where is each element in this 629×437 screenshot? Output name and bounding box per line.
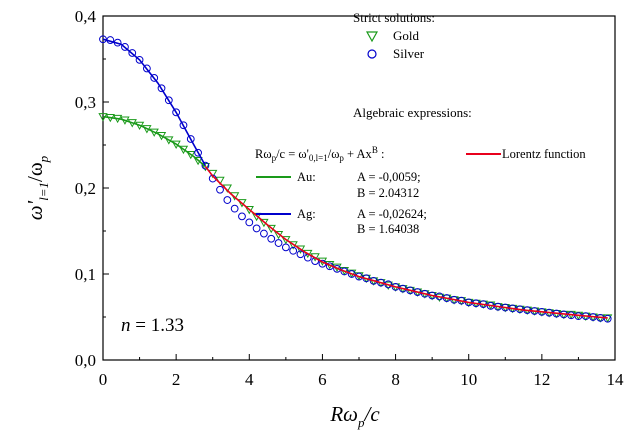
data-point-gold: [200, 163, 211, 172]
y-label-main: ω': [23, 200, 47, 220]
data-point-silver: [194, 148, 202, 157]
data-point-gold: [303, 249, 313, 259]
x-axis-label: Rωp/c: [329, 402, 380, 430]
y-tick-label: 0,2: [75, 179, 96, 198]
data-point-silver: [355, 272, 363, 281]
y-label-sub2: p: [36, 155, 51, 163]
annotation-n-value: = 1.33: [131, 315, 184, 336]
series-line-ag: [102, 38, 207, 166]
data-point-silver: [186, 135, 195, 143]
y-axis-ticks: 0,0 0,1 0,2 0,3 0,4: [75, 7, 109, 370]
data-point-silver: [164, 96, 173, 105]
x-tick-label: 8: [391, 370, 400, 389]
ag-legend-label: Ag:: [297, 207, 316, 221]
data-point-silver: [128, 49, 137, 57]
au-legend-label: Au:: [297, 170, 316, 184]
data-point-silver: [142, 64, 151, 73]
formula-sup: B: [372, 145, 378, 155]
x-axis-ticks: 0 2 4 6 8 10 12 14: [99, 354, 624, 389]
refractive-index-annotation: n = 1.33: [121, 315, 184, 336]
data-point-silver: [274, 239, 283, 247]
data-point-silver: [135, 55, 144, 64]
x-label-main: Rω: [329, 402, 358, 426]
y-axis-label: ω'l=1/ωp: [23, 155, 51, 220]
x-tick-label: 4: [245, 370, 254, 389]
data-point-silver: [252, 224, 261, 233]
data-point-silver: [230, 204, 239, 213]
data-point-silver: [603, 314, 612, 323]
formula-sub3: p: [339, 153, 344, 163]
data-point-silver: [267, 234, 276, 243]
x-tick-label: 0: [99, 370, 108, 389]
legend-gold-label: Gold: [393, 28, 420, 43]
x-tick-label: 2: [172, 370, 181, 389]
data-point-silver: [121, 43, 129, 51]
ag-param-b: B = 1.64038: [357, 222, 419, 236]
legend-silver-label: Silver: [393, 46, 425, 61]
expression-formula: Rωp/c = ω'0,l=1/ωp + AxB :: [255, 145, 384, 163]
data-point-silver: [150, 74, 159, 82]
expressions-block: Algebraic expressions: Rωp/c = ω'0,l=1/ω…: [255, 105, 586, 236]
y-label-sub1: l=1: [36, 182, 51, 201]
data-point-gold: [156, 132, 167, 141]
legend-silver-marker: [367, 49, 377, 59]
data-point-gold: [295, 245, 306, 254]
x-tick-label: 6: [318, 370, 327, 389]
x-tick-label: 10: [460, 370, 477, 389]
formula-tail: + Ax: [344, 147, 373, 161]
formula-sub2: 0,l=1: [309, 153, 328, 163]
data-point-silver: [347, 270, 356, 278]
y-tick-label: 0,3: [75, 93, 96, 112]
x-tick-label: 14: [607, 370, 625, 389]
formula-main: Rω: [255, 147, 272, 161]
formula-mid2: /ω: [328, 147, 340, 161]
data-point-silver: [289, 246, 298, 255]
data-point-silver: [245, 218, 254, 227]
data-point-silver: [172, 108, 181, 117]
data-point-silver: [340, 267, 349, 276]
data-point-silver: [179, 121, 188, 130]
data-point-silver: [216, 185, 224, 194]
data-point-silver: [201, 161, 210, 170]
data-point-gold: [244, 206, 254, 215]
data-point-silver: [99, 35, 107, 44]
data-point-gold: [237, 199, 247, 208]
y-tick-label: 0,4: [75, 7, 97, 26]
formula-mid: /c = ω': [276, 147, 309, 161]
x-label-tail: /c: [364, 402, 381, 426]
legend-title: Strict solutions:: [353, 10, 435, 25]
legend-gold-marker: [365, 31, 379, 43]
formula-sub: p: [272, 153, 277, 163]
data-point-silver: [281, 243, 290, 252]
annotation-n-label: n: [121, 315, 131, 336]
legend: Strict solutions: Gold Silver: [353, 10, 435, 61]
data-point-silver: [157, 84, 166, 93]
au-param-b: B = 2.04312: [357, 186, 419, 200]
data-point-silver: [260, 229, 268, 238]
x-tick-label: 12: [533, 370, 550, 389]
au-param-a: A = -0,0059;: [357, 170, 421, 184]
series-line-lorentz-function: [204, 166, 608, 319]
ag-param-a: A = -0,02624;: [357, 207, 427, 221]
series-line-au: [102, 115, 206, 168]
data-point-silver: [223, 196, 232, 204]
series-layer: [98, 35, 613, 323]
x-label-sub: p: [357, 415, 365, 430]
formula-colon: :: [378, 147, 385, 161]
y-tick-label: 0,1: [75, 265, 96, 284]
y-label-mid: /ω: [23, 162, 47, 182]
expressions-title: Algebraic expressions:: [353, 105, 472, 120]
data-point-silver: [296, 250, 305, 259]
y-tick-label: 0,0: [75, 351, 96, 370]
svg-text:ω'l=1/ωp: ω'l=1/ωp: [23, 155, 51, 220]
data-point-silver: [238, 212, 246, 221]
lorentz-legend-label: Lorentz function: [502, 147, 586, 161]
